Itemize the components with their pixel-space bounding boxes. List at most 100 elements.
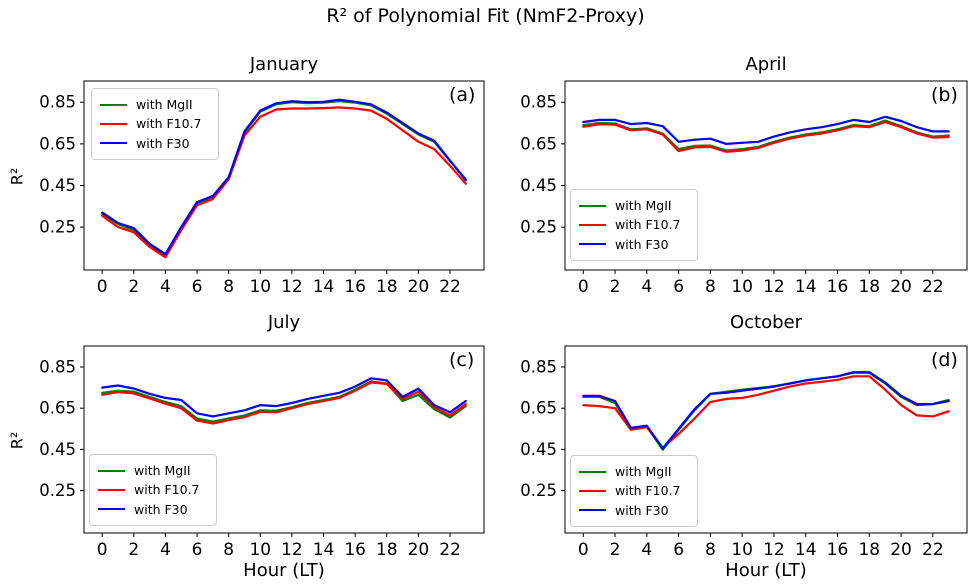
x-tick-label-october: 16 bbox=[827, 540, 849, 560]
x-tick-label-july: 10 bbox=[249, 540, 271, 560]
x-tick-label-january: 10 bbox=[249, 277, 271, 297]
y-tick-label-april: 0.85 bbox=[520, 93, 557, 112]
x-tick-label-april: 22 bbox=[922, 277, 944, 297]
legend-line-swatch bbox=[579, 470, 606, 473]
x-tick-label-january: 12 bbox=[281, 277, 303, 297]
x-tick-label-april: 0 bbox=[578, 277, 589, 297]
x-tick-label-october: 14 bbox=[795, 540, 817, 560]
figure-title: R² of Polynomial Fit (NmF2-Proxy) bbox=[326, 5, 645, 27]
y-axis-label-top: R² bbox=[7, 167, 27, 186]
y-tick-label-july: 0.85 bbox=[39, 358, 76, 377]
legend-line-swatch bbox=[100, 142, 127, 145]
legend-line-swatch bbox=[98, 488, 125, 491]
x-tick-label-april: 20 bbox=[890, 277, 912, 297]
line-with-mgii-october bbox=[582, 371, 950, 451]
legend-label: with MgII bbox=[615, 198, 672, 214]
x-tick-label-october: 18 bbox=[858, 540, 880, 560]
x-tick-label-july: 0 bbox=[97, 540, 108, 560]
x-tick-label-april: 2 bbox=[610, 277, 621, 297]
legend-item: with F10.7 bbox=[98, 480, 206, 499]
x-tick-label-january: 6 bbox=[192, 277, 203, 297]
legend-line-swatch bbox=[579, 509, 606, 512]
legend-october: with MgII with F10.7 with F30 bbox=[570, 455, 698, 527]
x-tick-label-april: 4 bbox=[641, 277, 652, 297]
legend-item: with F30 bbox=[579, 235, 687, 254]
legend-item: with F30 bbox=[98, 500, 206, 519]
x-tick-label-january: 2 bbox=[128, 277, 139, 297]
x-tick-label-january: 8 bbox=[223, 277, 234, 297]
x-tick-label-october: 22 bbox=[922, 540, 944, 560]
x-tick-label-july: 6 bbox=[192, 540, 203, 560]
panel-label-d: (d) bbox=[931, 349, 958, 371]
x-tick-label-october: 6 bbox=[673, 540, 684, 560]
x-tick-label-july: 12 bbox=[281, 540, 303, 560]
line-with-f30-july bbox=[101, 377, 467, 418]
legend-label: with F30 bbox=[615, 236, 669, 252]
legend-line-swatch bbox=[100, 103, 127, 106]
x-tick-label-january: 22 bbox=[439, 277, 461, 297]
axes-frame-april bbox=[564, 80, 968, 271]
y-tick-label-october: 0.25 bbox=[520, 481, 557, 500]
x-tick-label-july: 16 bbox=[344, 540, 366, 560]
y-tick-label-april: 0.45 bbox=[520, 176, 557, 195]
x-tick-label-april: 14 bbox=[795, 277, 817, 297]
subplot-title-april: April bbox=[745, 54, 787, 75]
x-tick-label-october: 0 bbox=[578, 540, 589, 560]
y-tick-label-october: 0.45 bbox=[520, 440, 557, 459]
x-tick-label-october: 20 bbox=[890, 540, 912, 560]
line-with-f10-7-october bbox=[582, 375, 950, 449]
x-tick-label-january: 16 bbox=[344, 277, 366, 297]
x-axis-label-october: Hour (LT) bbox=[725, 560, 807, 581]
line-with-f10-7-july bbox=[101, 381, 467, 425]
axes-frame-october bbox=[564, 345, 968, 534]
legend-item: with F30 bbox=[579, 501, 687, 520]
x-tick-label-january: 20 bbox=[408, 277, 430, 297]
legend-item: with F10.7 bbox=[100, 114, 208, 133]
x-tick-label-july: 2 bbox=[128, 540, 139, 560]
line-with-f30-january bbox=[101, 98, 467, 256]
y-tick-label-january: 0.45 bbox=[39, 176, 76, 195]
legend-july: with MgII with F10.7 with F30 bbox=[89, 454, 217, 526]
x-tick-label-october: 10 bbox=[731, 540, 753, 560]
x-tick-label-october: 8 bbox=[705, 540, 716, 560]
legend-label: with F30 bbox=[134, 501, 188, 517]
panel-label-c: (c) bbox=[449, 349, 475, 371]
x-tick-label-october: 4 bbox=[641, 540, 652, 560]
subplot-title-july: July bbox=[267, 312, 301, 333]
y-tick-label-july: 0.25 bbox=[39, 481, 76, 500]
legend-item: with F30 bbox=[100, 134, 208, 153]
line-with-f10-7-april bbox=[582, 120, 950, 153]
legend-item: with F10.7 bbox=[579, 215, 687, 234]
x-tick-label-july: 22 bbox=[439, 540, 461, 560]
y-tick-label-april: 0.65 bbox=[520, 134, 557, 153]
legend-line-swatch bbox=[579, 204, 606, 207]
y-tick-label-january: 0.25 bbox=[39, 218, 76, 237]
x-tick-label-april: 6 bbox=[673, 277, 684, 297]
y-tick-label-october: 0.85 bbox=[520, 358, 557, 377]
x-tick-label-january: 0 bbox=[97, 277, 108, 297]
x-tick-label-october: 12 bbox=[763, 540, 785, 560]
panel-label-a: (a) bbox=[449, 84, 476, 106]
subplot-title-january: January bbox=[249, 54, 319, 75]
x-tick-label-april: 16 bbox=[827, 277, 849, 297]
legend-line-swatch bbox=[579, 223, 606, 226]
x-tick-label-april: 10 bbox=[731, 277, 753, 297]
legend-label: with F30 bbox=[615, 502, 669, 518]
y-tick-label-january: 0.65 bbox=[39, 134, 76, 153]
legend-item: with F10.7 bbox=[579, 481, 687, 500]
x-tick-label-april: 8 bbox=[705, 277, 716, 297]
x-tick-label-january: 14 bbox=[313, 277, 335, 297]
legend-line-swatch bbox=[98, 508, 125, 511]
x-tick-label-july: 14 bbox=[313, 540, 335, 560]
y-tick-label-july: 0.65 bbox=[39, 399, 76, 418]
legend-line-swatch bbox=[579, 243, 606, 246]
legend-label: with F10.7 bbox=[615, 217, 681, 233]
x-tick-label-july: 8 bbox=[223, 540, 234, 560]
legend-label: with F30 bbox=[136, 135, 190, 151]
legend-item: with MgII bbox=[579, 462, 687, 481]
legend-label: with MgII bbox=[615, 464, 672, 480]
legend-item: with MgII bbox=[579, 196, 687, 215]
x-tick-label-january: 4 bbox=[160, 277, 171, 297]
y-axis-label-bottom: R² bbox=[7, 431, 27, 450]
